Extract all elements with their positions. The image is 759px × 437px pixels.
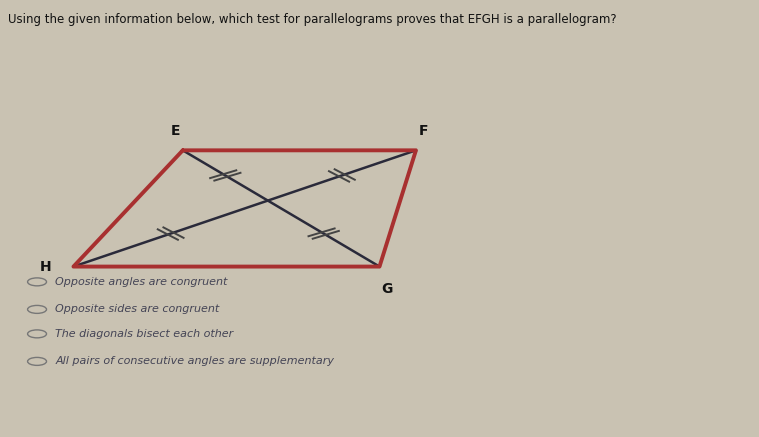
Text: G: G — [381, 282, 392, 296]
Text: F: F — [418, 124, 428, 138]
Text: Using the given information below, which test for parallelograms proves that EFG: Using the given information below, which… — [8, 13, 616, 26]
Text: Opposite sides are congruent: Opposite sides are congruent — [55, 305, 219, 314]
Text: H: H — [40, 260, 52, 274]
Text: All pairs of consecutive angles are supplementary: All pairs of consecutive angles are supp… — [55, 357, 334, 366]
Text: E: E — [171, 124, 180, 138]
Text: The diagonals bisect each other: The diagonals bisect each other — [55, 329, 234, 339]
Text: Opposite angles are congruent: Opposite angles are congruent — [55, 277, 228, 287]
